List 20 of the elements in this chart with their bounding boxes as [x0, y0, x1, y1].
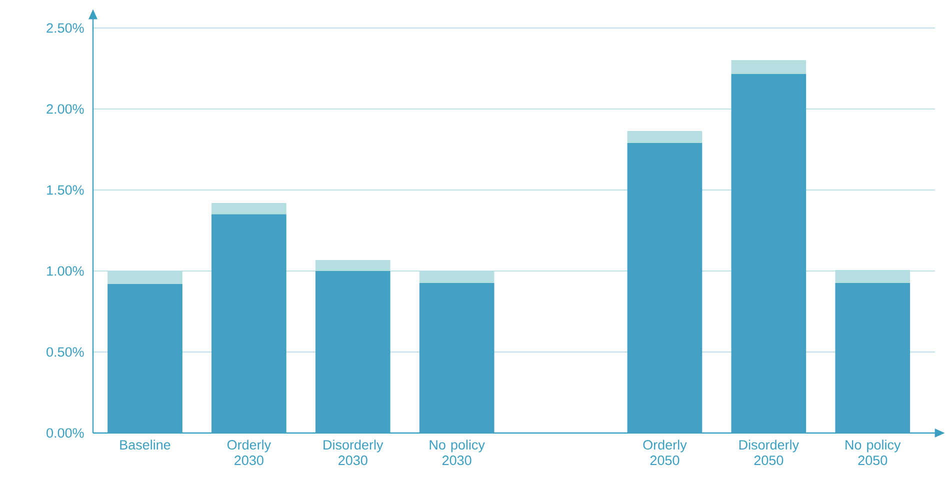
y-tick-label: 2.00%	[46, 104, 84, 114]
y-tick-label: 1.00%	[47, 266, 84, 276]
y-tick-label: 0.50%	[46, 347, 84, 357]
bar	[419, 271, 494, 283]
bar	[731, 60, 806, 74]
x-tick-label: No policy 2050	[846, 440, 901, 466]
x-tick-label: No policy 2030	[430, 440, 485, 466]
y-tick-label: 2.50%	[46, 23, 84, 33]
x-tick-label: Orderly 2030	[227, 440, 272, 466]
x-tick-label: Disorderly 2030	[324, 440, 384, 466]
y-tick-label: 1.50%	[47, 185, 84, 195]
x-tick-label: Baseline	[120, 440, 170, 450]
x-tick-label: Disorderly 2050	[739, 440, 800, 466]
bar	[835, 270, 910, 283]
y-tick-label: 0.00%	[46, 428, 84, 438]
bar	[627, 131, 702, 144]
bar	[315, 260, 390, 271]
bar	[108, 271, 182, 284]
x-tick-label: Orderly 2050	[643, 440, 687, 466]
bar	[212, 202, 286, 214]
